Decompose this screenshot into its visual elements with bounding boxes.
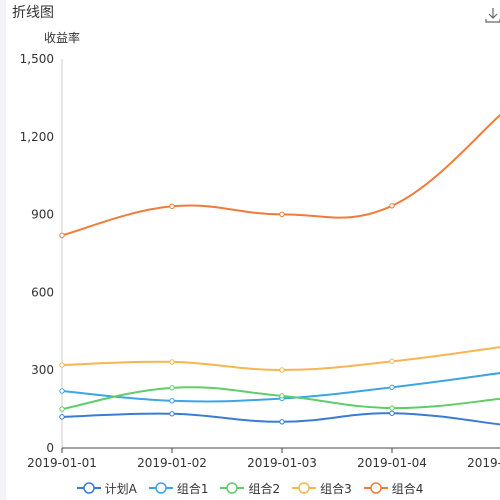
series-5-point xyxy=(59,232,65,239)
chart-legend: 计划A 组合1 组合2 组合3 组合4 xyxy=(0,478,500,498)
y-tick-label: 600 xyxy=(31,285,54,299)
series-4-point xyxy=(169,359,175,365)
series-2-point xyxy=(169,398,175,404)
legend-item-1[interactable]: 计划A xyxy=(76,480,137,497)
legend-label: 计划A xyxy=(104,481,137,496)
series-3-point xyxy=(169,385,175,391)
series-4-point xyxy=(279,367,285,373)
legend-item-3[interactable]: 组合2 xyxy=(220,480,280,497)
y-tick-label: 1,500 xyxy=(20,52,54,66)
series-2-point xyxy=(59,388,65,394)
legend-marker-icon xyxy=(292,482,317,494)
series-5-point xyxy=(389,203,395,209)
y-tick-label: 300 xyxy=(31,363,54,377)
y-tick-label: 900 xyxy=(31,208,54,222)
series-line-5 xyxy=(61,113,500,237)
x-tick-label: 2019-01-01 xyxy=(27,456,97,470)
legend-item-4[interactable]: 组合3 xyxy=(292,480,352,497)
series-1-point xyxy=(389,410,395,416)
y-tick-label: 0 xyxy=(46,441,54,455)
legend-label: 组合4 xyxy=(391,481,424,496)
series-1-point xyxy=(279,419,285,425)
legend-marker-icon xyxy=(76,482,101,494)
legend-item-5[interactable]: 组合4 xyxy=(363,480,424,497)
x-tick-label: 2019-01-05 xyxy=(467,456,500,470)
x-tick-label: 2019-01-03 xyxy=(247,456,317,470)
legend-label: 组合1 xyxy=(176,481,209,496)
legend-item-2[interactable]: 组合1 xyxy=(148,480,209,497)
legend-marker-icon xyxy=(220,482,245,494)
y-tick-label: 1,200 xyxy=(20,130,54,144)
legend-label: 组合3 xyxy=(320,481,352,496)
series-5-point xyxy=(169,203,175,210)
series-5-point xyxy=(279,211,285,218)
series-3-point xyxy=(59,406,65,412)
x-tick-label: 2019-01-02 xyxy=(137,456,207,470)
series-line-4 xyxy=(61,346,500,371)
series-1-point xyxy=(169,411,175,417)
series-3-point xyxy=(279,393,285,399)
legend-marker-icon xyxy=(363,482,388,494)
series-1-point xyxy=(59,414,65,420)
y-axis-label: 收益率 xyxy=(44,30,80,45)
legend-marker-icon xyxy=(148,482,173,494)
series-4-point xyxy=(389,358,395,365)
series-4-point xyxy=(59,362,65,368)
left-edge-strip xyxy=(0,0,6,500)
series-2-point xyxy=(389,384,395,391)
legend-label: 组合2 xyxy=(248,481,281,496)
x-tick-label: 2019-01-04 xyxy=(357,456,427,470)
series-3-point xyxy=(389,405,395,411)
panel-title: 折线图 xyxy=(12,5,54,21)
download-icon[interactable] xyxy=(484,6,500,24)
